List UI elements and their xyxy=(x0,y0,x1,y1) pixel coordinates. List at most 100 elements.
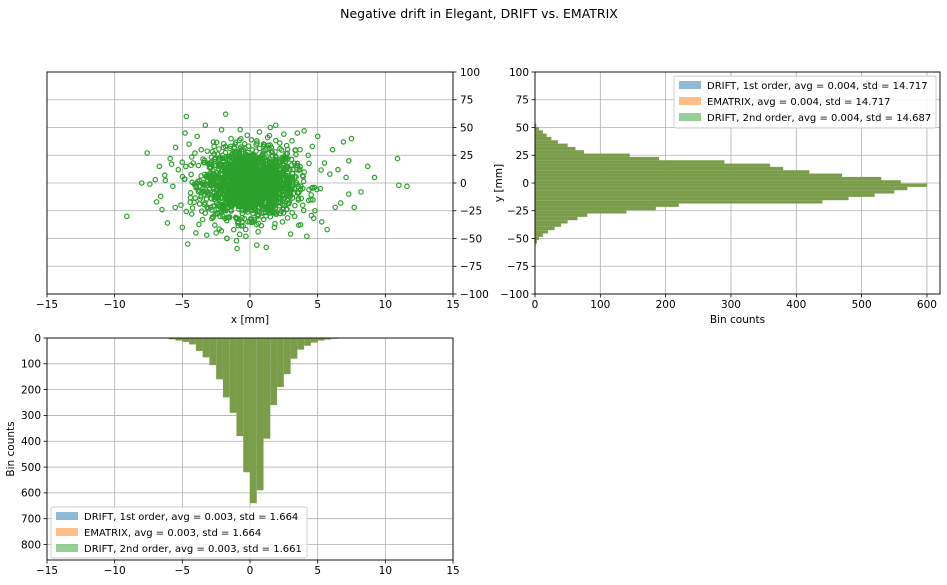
scatter-point xyxy=(351,204,358,211)
scatter-point xyxy=(276,195,283,201)
scatter-point xyxy=(281,131,287,137)
scatter-point xyxy=(187,190,194,196)
y-tick-label: −25 xyxy=(507,206,529,218)
x-tick-label: 200 xyxy=(656,299,676,311)
y-tick-label: −50 xyxy=(460,233,482,245)
scatter-point xyxy=(277,145,283,152)
scatter-point xyxy=(183,113,190,120)
legend-label: EMATRIX, avg = 0.003, std = 1.664 xyxy=(84,528,261,539)
x-tick-label: 600 xyxy=(917,299,937,311)
histogram-bar xyxy=(535,150,584,154)
scatter-point xyxy=(152,176,159,183)
scatter-point xyxy=(222,149,229,156)
histogram-bar xyxy=(297,338,305,350)
scatter-point xyxy=(196,221,202,228)
scatter-point xyxy=(343,174,349,181)
scatter-point xyxy=(168,161,175,167)
histogram-bar xyxy=(535,140,558,144)
x-tick-label: 5 xyxy=(314,565,321,577)
y-tick-label: 400 xyxy=(21,436,41,448)
legend-box xyxy=(673,75,937,129)
histogram-bar xyxy=(310,338,318,343)
histogram-bar xyxy=(535,230,549,234)
scatter-point xyxy=(192,183,199,189)
scatter-point xyxy=(193,230,199,236)
scatter-point xyxy=(214,151,221,157)
histogram-bar xyxy=(535,153,630,157)
scatter-point xyxy=(310,197,316,203)
scatter-point xyxy=(212,158,218,165)
scatter-point xyxy=(157,193,164,200)
scatter-point xyxy=(230,226,237,233)
x-axis-label: Bin counts xyxy=(710,314,765,326)
scatter-point xyxy=(279,157,285,164)
scatter-point xyxy=(292,147,298,153)
histogram-bar xyxy=(535,143,568,147)
scatter-point xyxy=(236,231,243,238)
histogram-bar xyxy=(168,338,176,340)
scatter-point xyxy=(124,213,130,220)
scatter-point xyxy=(198,208,205,214)
scatter-point xyxy=(283,142,290,149)
scatter-point xyxy=(271,159,277,165)
x-tick-label: −5 xyxy=(175,565,190,577)
scatter-point xyxy=(211,151,217,157)
histogram-bar xyxy=(270,338,278,406)
scatter-point xyxy=(215,171,221,178)
scatter-point xyxy=(272,153,279,160)
scatter-point xyxy=(159,206,165,213)
x-tick-label: −10 xyxy=(104,565,126,577)
scatter-point xyxy=(272,122,279,129)
scatter-point xyxy=(187,194,194,201)
x-tick-label: −15 xyxy=(36,565,58,577)
scatter-point xyxy=(266,145,272,151)
scatter-point xyxy=(190,160,196,166)
scatter-point xyxy=(332,204,339,211)
scatter-point xyxy=(244,132,251,139)
scatter-point xyxy=(216,196,222,203)
scatter-point xyxy=(317,185,324,192)
scatter-point xyxy=(273,199,280,206)
scatter-point xyxy=(189,205,196,211)
scatter-point xyxy=(285,155,291,162)
scatter-point xyxy=(244,209,251,215)
x-tick-label: −5 xyxy=(175,299,190,311)
scatter-point xyxy=(276,140,283,146)
scatter-point xyxy=(236,137,243,144)
y-tick-label: 600 xyxy=(21,488,41,500)
y-tick-label: 100 xyxy=(509,67,529,79)
scatter-point xyxy=(282,154,288,161)
histogram-bar xyxy=(535,226,555,231)
scatter-point xyxy=(255,212,261,218)
scatter-point xyxy=(248,136,255,143)
scatter-point xyxy=(208,215,215,222)
histogram-bar xyxy=(209,338,217,366)
y-axis-label: Bin counts xyxy=(5,421,17,476)
scatter-point xyxy=(404,183,410,190)
scatter-point xyxy=(337,200,344,206)
scatter-point xyxy=(167,155,173,162)
scatter-point xyxy=(201,171,208,178)
y-tick-label: 200 xyxy=(21,384,41,396)
y-tick-label: 50 xyxy=(516,122,529,134)
scatter-point xyxy=(246,159,252,165)
histogram-bar xyxy=(535,196,849,201)
scatter-point xyxy=(229,166,236,172)
x-tick-label: 300 xyxy=(721,299,741,311)
scatter-point xyxy=(210,179,217,185)
scatter-point xyxy=(321,160,328,166)
scatter-point xyxy=(250,198,256,205)
y-tick-label: 100 xyxy=(21,359,41,371)
histogram-bar xyxy=(535,200,823,204)
scatter-point xyxy=(219,174,226,181)
scatter-point xyxy=(222,200,228,207)
scatter-point xyxy=(249,147,256,153)
scatter-point xyxy=(244,189,251,196)
scatter-point xyxy=(162,177,169,184)
histogram-bar xyxy=(535,176,882,181)
scatter-point xyxy=(179,173,186,180)
histogram-bar xyxy=(243,338,250,473)
scatter-point xyxy=(147,181,153,187)
